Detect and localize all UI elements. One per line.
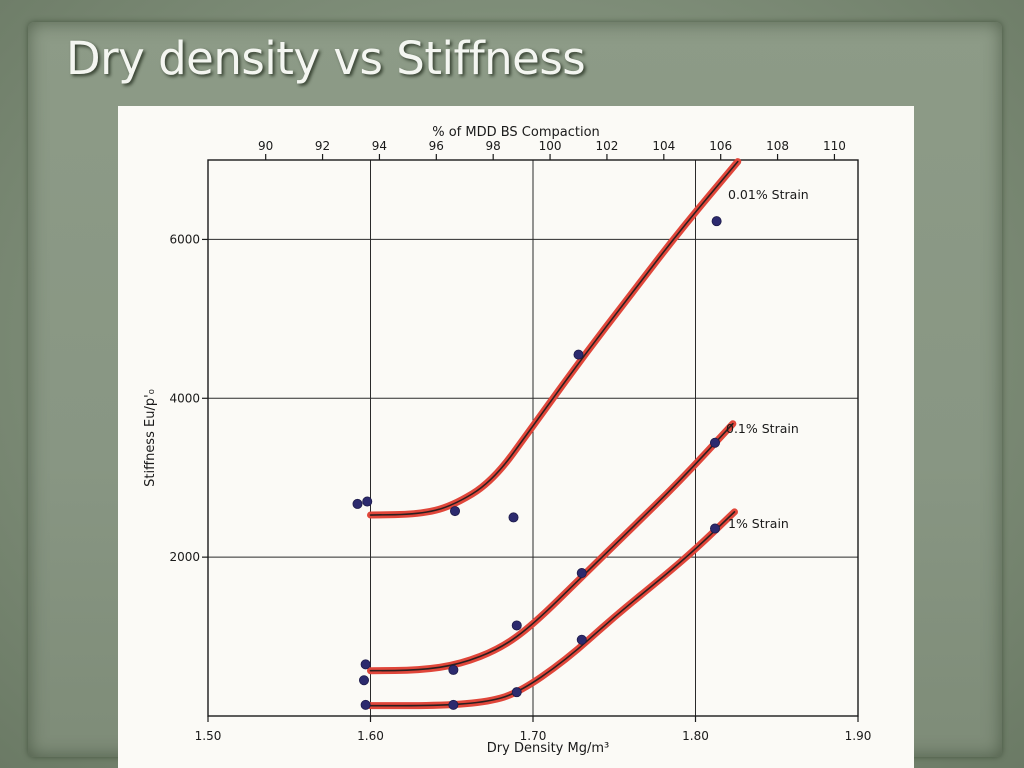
series-2-data-point (511, 687, 522, 698)
x-tick-label: 1.50 (195, 729, 222, 743)
series-1-data-point (448, 664, 459, 675)
series-1-curve-highlight (367, 420, 737, 675)
series-0-data-point (711, 216, 722, 227)
x-tick-label: 1.60 (357, 729, 384, 743)
top-tick-label: 90 (258, 139, 273, 153)
series-1-data-point (360, 659, 371, 670)
top-axis-title: % of MDD BS Compaction (432, 125, 600, 140)
series-1-curve-line (369, 422, 734, 672)
top-tick-label: 106 (709, 139, 732, 153)
top-tick-label: 108 (766, 139, 789, 153)
series-1-label: 0.1% Strain (726, 421, 799, 436)
slide-title: Dry density vs Stiffness (66, 32, 586, 85)
series-2-data-point (448, 699, 459, 710)
top-tick-label: 94 (372, 139, 387, 153)
top-tick-label: 92 (315, 139, 330, 153)
series-1-data-point (358, 675, 369, 686)
tick-marks (202, 154, 859, 722)
series-2-data-point (710, 523, 721, 534)
series-0-data-point (352, 498, 363, 509)
x-tick-label: 1.90 (845, 729, 872, 743)
y-tick-label: 6000 (169, 232, 200, 246)
labels: 1.50 1.60 1.70 1.80 1.90 2000 4000 6000 90 92 94 96… (143, 125, 871, 756)
series-2-data-point (576, 634, 587, 645)
y-tick-label: 4000 (169, 391, 200, 405)
series-2-data-point (360, 699, 371, 710)
x-axis-title: Dry Density Mg/m³ (487, 741, 609, 756)
series-0-data-point (449, 506, 460, 517)
series-0-curve-line (369, 160, 739, 516)
stiffness-chart: 1.50 1.60 1.70 1.80 1.90 2000 4000 6000 90 92 94 96… (143, 125, 871, 756)
series (352, 158, 742, 710)
top-tick-label: 102 (595, 139, 618, 153)
top-tick-label: 100 (539, 139, 562, 153)
y-axis-title: Stiffness Eu/p'₀ (143, 389, 158, 487)
series-0-curve-highlight (367, 158, 742, 519)
top-tick-label: 104 (652, 139, 675, 153)
series-1-data-point (511, 620, 522, 631)
series-1-data-point (576, 568, 587, 579)
scanned-figure: 1.50 1.60 1.70 1.80 1.90 2000 4000 6000 90 92 94 96… (118, 106, 914, 768)
series-1-data-point (710, 437, 721, 448)
top-tick-label: 96 (429, 139, 444, 153)
series-0-data-point (508, 512, 519, 523)
series-2-curve-line (369, 511, 736, 707)
top-tick-label: 98 (486, 139, 501, 153)
series-0-data-point (573, 349, 584, 360)
y-tick-label: 2000 (169, 550, 200, 564)
series-0-data-point (362, 496, 373, 507)
series-2-label: 1% Strain (728, 516, 789, 531)
top-tick-label: 110 (823, 139, 846, 153)
x-tick-label: 1.80 (682, 729, 709, 743)
x-tick-label: 1.70 (520, 729, 547, 743)
series-0-label: 0.01% Strain (728, 187, 809, 202)
grid (208, 160, 858, 716)
